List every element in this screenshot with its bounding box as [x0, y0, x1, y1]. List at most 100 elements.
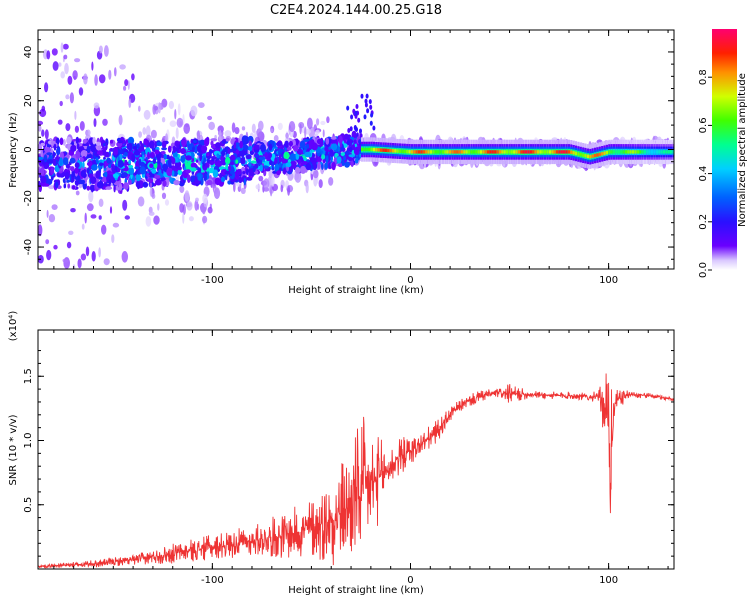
heatmap-cell — [172, 145, 177, 153]
heatmap-cell — [92, 136, 96, 145]
heatmap-cell — [403, 149, 406, 154]
heatmap-cell — [156, 141, 163, 147]
heatmap-cell — [441, 150, 444, 154]
heatmap-cell — [338, 135, 343, 144]
heatmap-cell — [178, 166, 182, 171]
heatmap-cell — [66, 179, 70, 183]
heatmap-cell — [252, 165, 256, 172]
heatmap-cell — [458, 150, 461, 154]
x-tick-label: 0 — [407, 575, 413, 586]
heatmap-cell — [296, 148, 303, 155]
heatmap-cell — [670, 150, 673, 154]
heatmap-cell — [142, 181, 149, 188]
heatmap-cell — [158, 102, 161, 114]
heatmap-cell — [74, 125, 79, 133]
heatmap-cell — [432, 150, 435, 154]
heatmap-cell — [38, 224, 43, 237]
heatmap-cell — [360, 93, 364, 99]
heatmap-cell — [324, 162, 328, 170]
heatmap-cell — [71, 185, 76, 190]
heatmap-cell — [326, 116, 330, 124]
heatmap-cell — [98, 215, 102, 220]
heatmap-cell — [259, 164, 263, 172]
heatmap-cell — [62, 157, 69, 166]
heatmap-cell — [427, 150, 430, 154]
heatmap-cell — [127, 80, 130, 90]
heatmap-cell — [420, 150, 423, 154]
heatmap-cell — [515, 150, 518, 154]
heatmap-cell — [546, 150, 549, 154]
heatmap-cell — [187, 144, 194, 151]
heatmap-cell — [352, 108, 356, 114]
heatmap-cell — [273, 135, 279, 142]
heatmap-cell — [137, 169, 140, 175]
heatmap-cell — [304, 126, 307, 138]
heatmap-cell — [122, 199, 128, 211]
heatmap-cell — [145, 216, 152, 227]
heatmap-cell — [429, 150, 433, 154]
heatmap-cell — [544, 150, 547, 154]
heatmap-cell — [102, 118, 108, 126]
heatmap-cell — [161, 192, 167, 199]
heatmap-cell — [96, 150, 104, 156]
heatmap-cell — [536, 150, 540, 154]
heatmap-cell — [359, 133, 363, 139]
heatmap-cell — [558, 150, 561, 154]
heatmap-cell — [348, 154, 356, 158]
heatmap-cell — [353, 139, 357, 144]
heatmap-cell — [46, 249, 52, 261]
colorbar-ticks: 0.0 0.2 0.4 0.6 0.8 — [698, 69, 712, 278]
heatmap-cell — [113, 184, 116, 193]
heatmap-cell — [316, 118, 320, 126]
heatmap-cell — [103, 258, 110, 266]
heatmap-cell — [215, 142, 221, 149]
heatmap-cell — [506, 150, 509, 154]
heatmap-cell — [69, 157, 76, 164]
heatmap-cell — [138, 131, 143, 138]
heatmap-cell — [79, 121, 85, 131]
heatmap-cell — [171, 157, 176, 165]
heatmap-cell — [44, 146, 51, 153]
heatmap-cell — [70, 166, 75, 172]
heatmap-cell — [171, 165, 176, 172]
heatmap-cell — [365, 93, 369, 99]
heatmap-cell — [127, 136, 135, 145]
heatmap-cell — [186, 201, 193, 211]
heatmap-cell — [632, 150, 635, 154]
snr-background — [38, 330, 674, 569]
heatmap-cell — [251, 123, 256, 133]
heatmap-cell — [212, 169, 219, 178]
heatmap-cell — [410, 150, 414, 154]
colorbar-tick-label: 0.4 — [698, 166, 709, 182]
heatmap-cell — [620, 150, 623, 154]
heatmap-cell — [306, 159, 310, 163]
heatmap-cell — [284, 140, 289, 148]
heatmap-cell — [130, 275, 132, 284]
heatmap-cell — [299, 140, 306, 149]
snr-y-label: SNR (10 * v/v) — [8, 414, 19, 485]
heatmap-cell — [38, 120, 44, 126]
heatmap-cell — [99, 162, 104, 166]
heatmap-cell — [264, 152, 268, 156]
heatmap-cell — [72, 70, 78, 80]
heatmap-cell — [347, 128, 351, 133]
heatmap-cell — [260, 143, 266, 153]
heatmap-cell — [161, 147, 168, 151]
heatmap-cell — [123, 152, 129, 156]
heatmap-cell — [453, 150, 456, 154]
heatmap-cell — [444, 150, 447, 154]
heatmap-cell — [366, 108, 370, 114]
heatmap-cell — [128, 159, 132, 165]
heatmap-cell — [180, 148, 187, 155]
heatmap-cell — [51, 48, 58, 56]
heatmap-cell — [101, 176, 108, 183]
heatmap-cell — [322, 129, 325, 138]
heatmap-cell — [121, 250, 128, 263]
heatmap-cell — [667, 150, 670, 154]
heatmap-cell — [81, 223, 85, 230]
heatmap-cell — [52, 158, 57, 166]
heatmap-cell — [91, 250, 96, 262]
heatmap-cell — [271, 167, 275, 171]
heatmap-cell — [281, 158, 288, 164]
heatmap-cell — [176, 117, 184, 128]
